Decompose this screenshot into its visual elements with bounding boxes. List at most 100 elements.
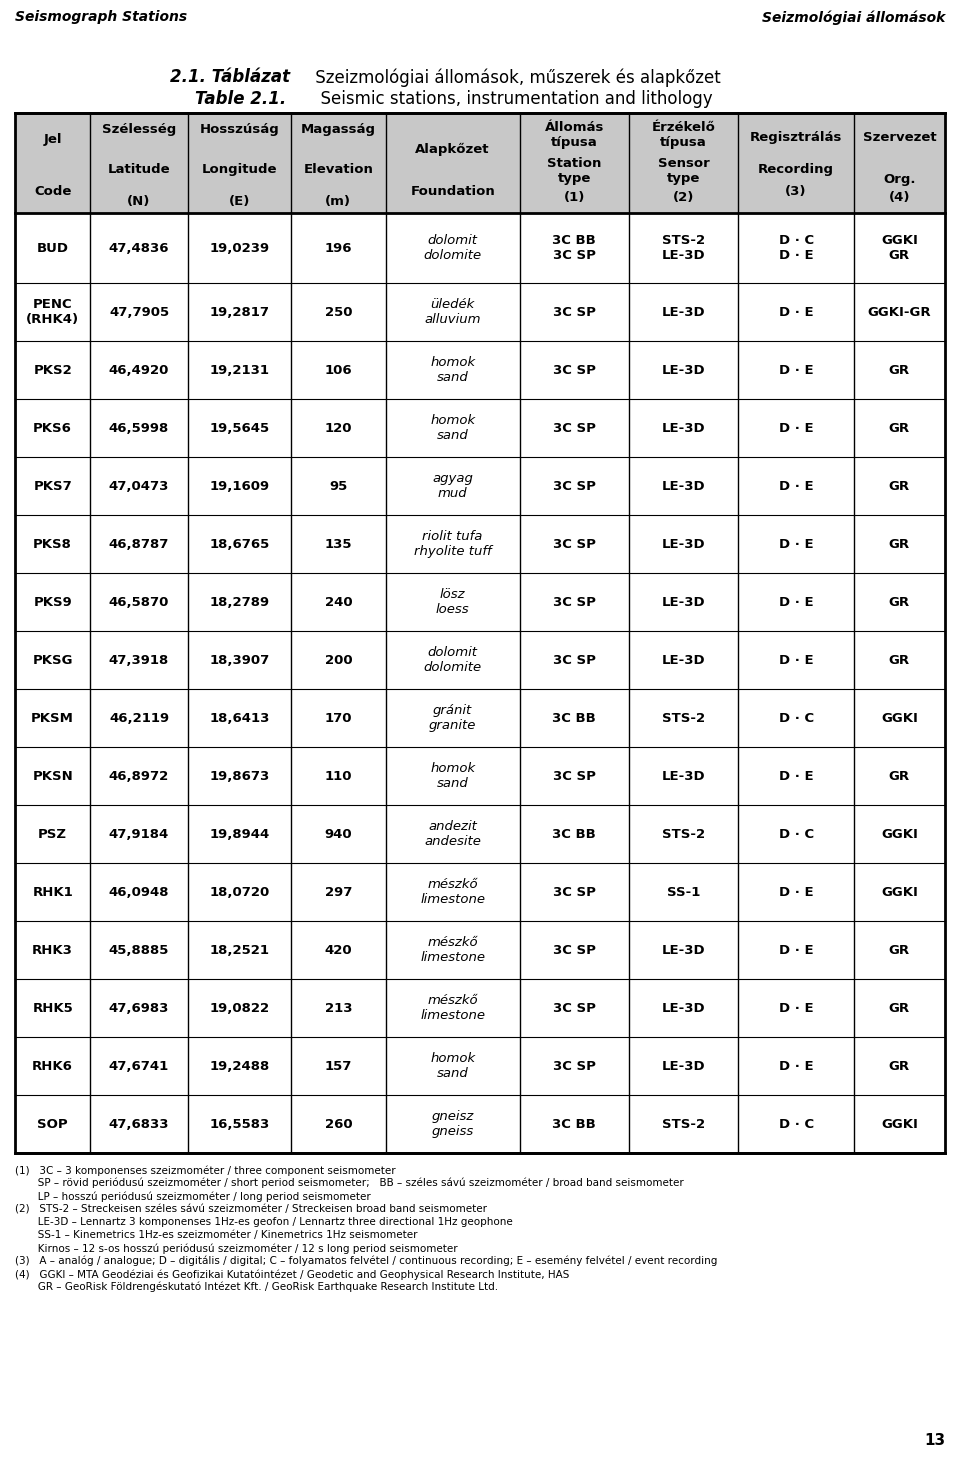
Text: GR: GR [889, 480, 910, 493]
Text: 46,4920: 46,4920 [108, 363, 169, 376]
Text: 19,2131: 19,2131 [209, 363, 270, 376]
Text: 19,5645: 19,5645 [209, 421, 270, 434]
Text: 18,6765: 18,6765 [209, 538, 270, 551]
Text: 2.1. Táblázat: 2.1. Táblázat [170, 69, 290, 86]
Text: andezit
andesite: andezit andesite [424, 819, 481, 849]
Text: 3C BB: 3C BB [552, 828, 596, 840]
Text: riolit tufa
rhyolite tuff: riolit tufa rhyolite tuff [414, 531, 492, 558]
Text: Állomás
típusa: Állomás típusa [544, 121, 604, 149]
Text: (2): (2) [673, 191, 694, 204]
Text: 3C SP: 3C SP [553, 943, 595, 956]
Text: (2)   STS-2 – Streckeisen széles sávú szeizmométer / Streckeisen broad band seis: (2) STS-2 – Streckeisen széles sávú szei… [15, 1204, 487, 1215]
Text: 46,8787: 46,8787 [108, 538, 169, 551]
Text: homok
sand: homok sand [430, 356, 475, 383]
Text: LE-3D: LE-3D [661, 363, 706, 376]
Text: 18,6413: 18,6413 [209, 712, 270, 725]
Text: 19,2817: 19,2817 [209, 306, 270, 318]
Bar [15, 114, 945, 213]
Text: Regisztrálás: Regisztrálás [750, 131, 842, 144]
Text: LE-3D: LE-3D [661, 1002, 706, 1015]
Text: LE-3D: LE-3D [661, 770, 706, 783]
Text: 110: 110 [324, 770, 352, 783]
Text: PKSM: PKSM [32, 712, 74, 725]
Text: 3C SP: 3C SP [553, 1060, 595, 1073]
Text: D · E: D · E [779, 1002, 813, 1015]
Text: 3C BB: 3C BB [552, 1117, 596, 1130]
Text: Sensor
type: Sensor type [658, 157, 709, 185]
Text: 240: 240 [324, 595, 352, 608]
Text: GR: GR [889, 1060, 910, 1073]
Text: LE-3D: LE-3D [661, 1060, 706, 1073]
Text: GR: GR [889, 1002, 910, 1015]
Text: PKS9: PKS9 [34, 595, 72, 608]
Text: gránit
granite: gránit granite [429, 704, 476, 732]
Text: RHK3: RHK3 [33, 943, 73, 956]
Text: 18,2521: 18,2521 [209, 943, 270, 956]
Text: LE-3D: LE-3D [661, 538, 706, 551]
Text: 19,1609: 19,1609 [209, 480, 270, 493]
Text: Szeizmológiai állomások, műszerek és alapkőzet: Szeizmológiai állomások, műszerek és ala… [310, 69, 721, 86]
Text: SS-1: SS-1 [667, 885, 700, 898]
Text: 19,2488: 19,2488 [209, 1060, 270, 1073]
Text: 19,0822: 19,0822 [209, 1002, 270, 1015]
Text: 297: 297 [324, 885, 352, 898]
Text: SOP: SOP [37, 1117, 68, 1130]
Text: 47,6983: 47,6983 [108, 1002, 169, 1015]
Text: 135: 135 [324, 538, 352, 551]
Text: GR: GR [889, 943, 910, 956]
Text: Org.: Org. [883, 174, 916, 187]
Text: (m): (m) [325, 195, 351, 208]
Text: D · C: D · C [779, 828, 814, 840]
Text: D · E: D · E [779, 306, 813, 318]
Text: homok
sand: homok sand [430, 1053, 475, 1080]
Text: GR: GR [889, 421, 910, 434]
Text: 47,9184: 47,9184 [108, 828, 169, 840]
Text: Table 2.1.: Table 2.1. [195, 90, 286, 108]
Text: 940: 940 [324, 828, 352, 840]
Text: 200: 200 [324, 653, 352, 666]
Text: 106: 106 [324, 363, 352, 376]
Text: 47,0473: 47,0473 [108, 480, 169, 493]
Text: LE-3D: LE-3D [661, 480, 706, 493]
Text: GR – GeoRisk Földrengéskutató Intézet Kft. / GeoRisk Earthquake Research Institu: GR – GeoRisk Földrengéskutató Intézet Kf… [15, 1282, 498, 1292]
Text: Seismic stations, instrumentation and lithology: Seismic stations, instrumentation and li… [310, 90, 712, 108]
Text: agyag
mud: agyag mud [432, 472, 473, 500]
Text: Szélesség: Szélesség [102, 122, 176, 136]
Text: 3C SP: 3C SP [553, 480, 595, 493]
Text: D · E: D · E [779, 653, 813, 666]
Text: Hosszúság: Hosszúság [200, 122, 279, 136]
Text: Elevation: Elevation [303, 163, 373, 176]
Text: Longitude: Longitude [202, 163, 277, 176]
Text: Magasság: Magasság [300, 122, 376, 136]
Text: 47,4836: 47,4836 [108, 242, 169, 255]
Text: D · E: D · E [779, 363, 813, 376]
Text: GGKI: GGKI [881, 712, 918, 725]
Text: 47,3918: 47,3918 [108, 653, 169, 666]
Text: (3): (3) [785, 185, 806, 198]
Text: 3C BB
3C SP: 3C BB 3C SP [552, 233, 596, 262]
Text: (1): (1) [564, 191, 585, 204]
Text: GGKI
GR: GGKI GR [881, 233, 918, 262]
Text: (E): (E) [228, 195, 250, 208]
Text: D · C: D · C [779, 712, 814, 725]
Text: 3C SP: 3C SP [553, 770, 595, 783]
Text: 46,2119: 46,2119 [108, 712, 169, 725]
Text: D · E: D · E [779, 421, 813, 434]
Text: 196: 196 [324, 242, 352, 255]
Text: STS-2: STS-2 [662, 1117, 706, 1130]
Text: Station
type: Station type [547, 157, 601, 185]
Text: mészkő
limestone: mészkő limestone [420, 936, 485, 964]
Text: GGKI: GGKI [881, 828, 918, 840]
Text: GR: GR [889, 770, 910, 783]
Text: 47,6741: 47,6741 [108, 1060, 169, 1073]
Text: D · E: D · E [779, 480, 813, 493]
Text: 3C SP: 3C SP [553, 421, 595, 434]
Text: (1)   3C – 3 komponenses szeizmométer / three component seismometer: (1) 3C – 3 komponenses szeizmométer / th… [15, 1165, 396, 1175]
Bar [15, 114, 945, 1153]
Text: PKS7: PKS7 [34, 480, 72, 493]
Text: gneisz
gneiss: gneisz gneiss [431, 1110, 474, 1139]
Text: 46,8972: 46,8972 [108, 770, 169, 783]
Text: PKSG: PKSG [33, 653, 73, 666]
Text: 13: 13 [924, 1433, 945, 1448]
Text: D · E: D · E [779, 595, 813, 608]
